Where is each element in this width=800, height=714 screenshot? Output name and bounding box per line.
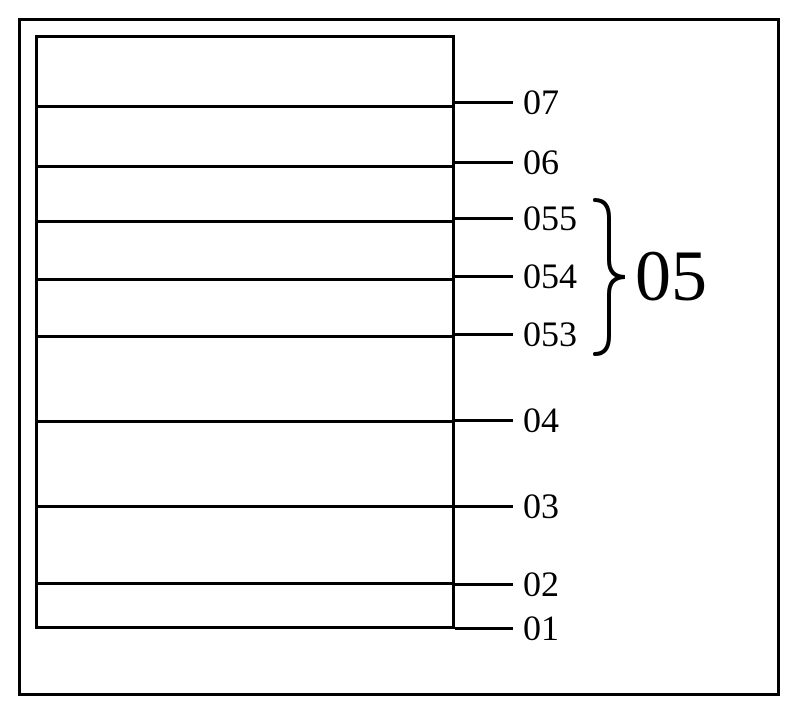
pointer-055	[455, 217, 513, 220]
layer-02	[38, 505, 452, 582]
pointer-07	[455, 101, 513, 104]
layer-04	[38, 335, 452, 420]
label-07: 07	[523, 84, 559, 120]
layer-03	[38, 420, 452, 505]
pointer-03	[455, 505, 513, 508]
pointer-06	[455, 161, 513, 164]
layer-054	[38, 220, 452, 277]
pointer-02	[455, 583, 513, 586]
pointer-01	[455, 627, 513, 630]
label-053: 053	[523, 316, 577, 352]
label-04: 04	[523, 402, 559, 438]
pointer-04	[455, 419, 513, 422]
layer-01	[38, 582, 452, 626]
group-label-05: 05	[635, 240, 707, 312]
label-054: 054	[523, 258, 577, 294]
label-01: 01	[523, 610, 559, 646]
label-06: 06	[523, 144, 559, 180]
label-02: 02	[523, 566, 559, 602]
layer-055	[38, 165, 452, 220]
pointer-054	[455, 275, 513, 278]
label-055: 055	[523, 200, 577, 236]
layer-stack	[35, 35, 455, 629]
layer-053	[38, 278, 452, 335]
layer-06	[38, 105, 452, 164]
brace-05	[595, 198, 631, 356]
label-03: 03	[523, 488, 559, 524]
layer-07	[38, 38, 452, 105]
pointer-053	[455, 333, 513, 336]
